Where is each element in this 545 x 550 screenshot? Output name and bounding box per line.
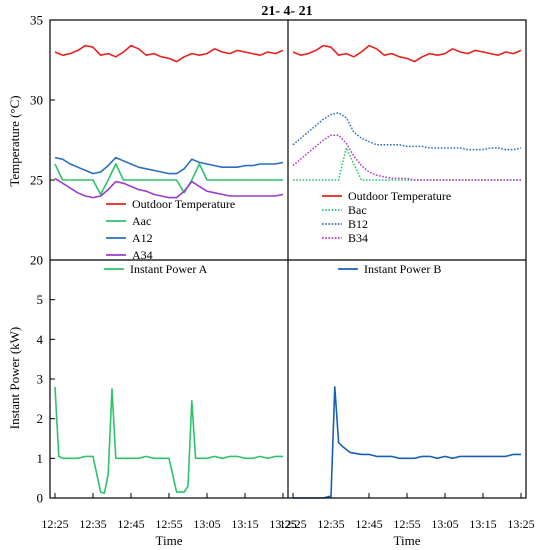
power-axis-label: Instant Power (kW) xyxy=(7,327,22,430)
chart-panel-bottom-right: 12:25 12:35 12:45 12:55 13:05 13:15 13:25 Insta… xyxy=(279,262,534,531)
legend-label: A34 xyxy=(132,248,153,262)
x-tick-label: 12:45 xyxy=(117,517,144,531)
series-line-a34 xyxy=(54,177,284,199)
legend-label: Bac xyxy=(348,203,367,217)
figure-title: 21- 4- 21 xyxy=(261,4,312,19)
temperature-axis-label: Temperature (°C) xyxy=(7,95,22,186)
chart-panel-bottom-left: 0 1 2 3 4 5 12:25 12:35 12:45 12:55 13:05 13:15 13:2… xyxy=(37,262,297,531)
x-tick-label: 13:05 xyxy=(431,517,458,531)
legend-label: B12 xyxy=(348,217,368,231)
series-line-instant-power-a xyxy=(54,386,283,495)
y-tick-label: 3 xyxy=(37,372,44,387)
series-line-a12 xyxy=(54,156,284,175)
y-tick-label: 20 xyxy=(30,253,43,268)
y-tick-label: 5 xyxy=(37,292,44,307)
legend-label: Outdoor Temperature xyxy=(132,197,235,211)
x-tick-label: 13:15 xyxy=(231,517,258,531)
x-axis-label-right: Time xyxy=(394,533,421,548)
x-tick-label: 12:45 xyxy=(355,517,382,531)
legend-label: A12 xyxy=(132,231,153,245)
legend-label: Instant Power B xyxy=(364,262,441,276)
x-tick-label: 13:05 xyxy=(193,517,220,531)
x-tick-label: 13:25 xyxy=(269,517,296,531)
series-line-b12 xyxy=(292,112,522,151)
series-line-aac xyxy=(54,163,283,196)
x-tick-label: 12:25 xyxy=(279,517,306,531)
series-line-bac xyxy=(293,147,521,181)
y-tick-label: 35 xyxy=(30,13,43,28)
series-line-instant-power-b xyxy=(293,386,521,499)
x-tick-label: 13:15 xyxy=(469,517,496,531)
x-axis-label-left: Time xyxy=(156,533,183,548)
chart-panel-top-left: 20 25 30 35 Outdoor Temperature Aac A12 A34 xyxy=(30,13,284,268)
legend-label: B34 xyxy=(348,231,368,245)
series-line-outdoor-temperature xyxy=(292,44,522,63)
x-tick-label: 12:35 xyxy=(317,517,344,531)
legend-label: Aac xyxy=(132,214,151,228)
legend-label: Instant Power A xyxy=(130,262,208,276)
y-tick-label: 0 xyxy=(37,491,44,506)
y-tick-label: 25 xyxy=(30,173,43,188)
x-tick-label: 12:55 xyxy=(393,517,420,531)
x-tick-label: 12:25 xyxy=(41,517,68,531)
legend-label: Outdoor Temperature xyxy=(348,189,451,203)
y-tick-label: 4 xyxy=(37,332,44,347)
y-tick-label: 30 xyxy=(30,93,43,108)
series-line-outdoor-temperature xyxy=(54,44,284,63)
series-line-b34 xyxy=(292,134,521,181)
x-tick-label: 12:35 xyxy=(79,517,106,531)
x-tick-label: 13:25 xyxy=(507,517,534,531)
y-tick-label: 2 xyxy=(37,411,44,426)
x-tick-label: 12:55 xyxy=(155,517,182,531)
y-tick-label: 1 xyxy=(37,451,44,466)
